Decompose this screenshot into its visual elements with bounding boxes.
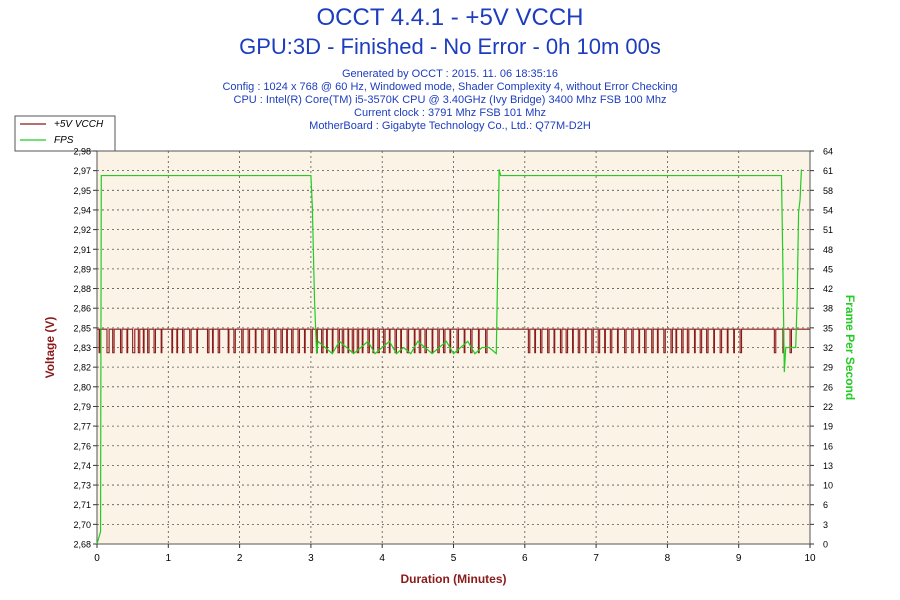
y-tick-label-right: 26 bbox=[823, 382, 833, 392]
y-tick-label-right: 48 bbox=[823, 245, 833, 255]
legend-label-voltage: +5V VCCH bbox=[54, 119, 104, 130]
x-tick-label: 3 bbox=[308, 553, 314, 564]
y-tick-label-left: 2,73 bbox=[73, 481, 91, 491]
y-tick-label-right: 38 bbox=[823, 304, 833, 314]
y-tick-label-right: 16 bbox=[823, 441, 833, 451]
y-tick-label-right: 42 bbox=[823, 284, 833, 294]
y-tick-label-right: 13 bbox=[823, 461, 833, 471]
y-tick-label-right: 22 bbox=[823, 402, 833, 412]
series-line-fps bbox=[96, 169, 803, 545]
x-axis-label: Duration (Minutes) bbox=[401, 572, 507, 586]
y-tick-label-right: 45 bbox=[823, 264, 833, 274]
info-config: Config : 1024 x 768 @ 60 Hz, Windowed mo… bbox=[222, 81, 678, 93]
axes: 0 1 2 3 4 5 6 7 8 9 102,68 02,70 32,71 62,73 102,74 132… bbox=[73, 147, 833, 565]
y-tick-label-left: 2,91 bbox=[73, 245, 91, 255]
x-tick-label: 2 bbox=[237, 553, 243, 564]
x-tick-label: 8 bbox=[665, 553, 671, 564]
y-tick-label-left: 2,92 bbox=[73, 225, 91, 235]
y-axis-label-left: Voltage (V) bbox=[43, 317, 57, 379]
y-tick-label-right: 0 bbox=[823, 540, 828, 550]
legend: +5V VCCH FPS bbox=[14, 115, 116, 152]
y-tick-label-left: 2,86 bbox=[73, 304, 91, 314]
grid-lines bbox=[97, 151, 810, 544]
y-tick-label-right: 51 bbox=[823, 225, 833, 235]
y-tick-label-left: 2,68 bbox=[73, 540, 91, 550]
y-tick-label-left: 2,97 bbox=[73, 166, 91, 176]
legend-box bbox=[14, 115, 116, 152]
y-tick-label-left: 2,79 bbox=[73, 402, 91, 412]
y-tick-label-right: 58 bbox=[823, 186, 833, 196]
y-tick-label-right: 10 bbox=[823, 481, 833, 491]
y-tick-label-left: 2,88 bbox=[73, 284, 91, 294]
y-axis-label-right: Frame Per Second bbox=[843, 295, 857, 400]
y-tick-label-left: 2,71 bbox=[73, 500, 91, 510]
y-tick-label-left: 2,95 bbox=[73, 186, 91, 196]
y-tick-label-left: 2,89 bbox=[73, 264, 91, 274]
y-tick-label-left: 2,85 bbox=[73, 323, 91, 333]
chart-subtitle: GPU:3D - Finished - No Error - 0h 10m 00… bbox=[239, 34, 661, 59]
y-tick-label-left: 2,94 bbox=[73, 205, 91, 215]
x-tick-label: 6 bbox=[522, 553, 528, 564]
x-tick-label: 10 bbox=[804, 553, 816, 564]
y-tick-label-left: 2,82 bbox=[73, 363, 91, 373]
y-tick-label-right: 35 bbox=[823, 323, 833, 333]
info-generated: Generated by OCCT : 2015. 11. 06 18:35:1… bbox=[341, 68, 559, 80]
x-tick-label: 7 bbox=[593, 553, 599, 564]
x-tick-label: 4 bbox=[379, 553, 385, 564]
y-tick-label-left: 2,83 bbox=[73, 343, 91, 353]
y-tick-label-left: 2,98 bbox=[73, 147, 91, 157]
chart-title: OCCT 4.4.1 - +5V VCCH bbox=[316, 4, 584, 31]
legend-label-fps: FPS bbox=[54, 135, 74, 146]
y-tick-label-left: 2,77 bbox=[73, 422, 91, 432]
y-tick-label-right: 29 bbox=[823, 363, 833, 373]
info-cpu: CPU : Intel(R) Core(TM) i5-3570K CPU @ 3… bbox=[233, 94, 667, 106]
y-tick-label-right: 64 bbox=[823, 147, 833, 157]
y-tick-label-right: 61 bbox=[823, 166, 833, 176]
y-tick-label-right: 54 bbox=[823, 205, 833, 215]
y-tick-label-right: 32 bbox=[823, 343, 833, 353]
x-tick-label: 5 bbox=[451, 553, 457, 564]
x-tick-label: 9 bbox=[736, 553, 742, 564]
y-tick-label-left: 2,76 bbox=[73, 441, 91, 451]
series-line-voltage bbox=[97, 328, 810, 354]
y-tick-label-left: 2,80 bbox=[73, 382, 91, 392]
series-layer bbox=[96, 169, 810, 545]
x-tick-label: 1 bbox=[166, 553, 172, 564]
y-tick-label-left: 2,74 bbox=[73, 461, 91, 471]
info-clock: Current clock : 3791 Mhz FSB 101 Mhz bbox=[354, 107, 546, 119]
x-tick-label: 0 bbox=[94, 553, 100, 564]
y-tick-label-right: 3 bbox=[823, 520, 828, 530]
y-tick-label-right: 6 bbox=[823, 500, 828, 510]
info-motherboard: MotherBoard : Gigabyte Technology Co., L… bbox=[309, 120, 591, 132]
y-tick-label-left: 2,70 bbox=[73, 520, 91, 530]
y-tick-label-right: 19 bbox=[823, 422, 833, 432]
